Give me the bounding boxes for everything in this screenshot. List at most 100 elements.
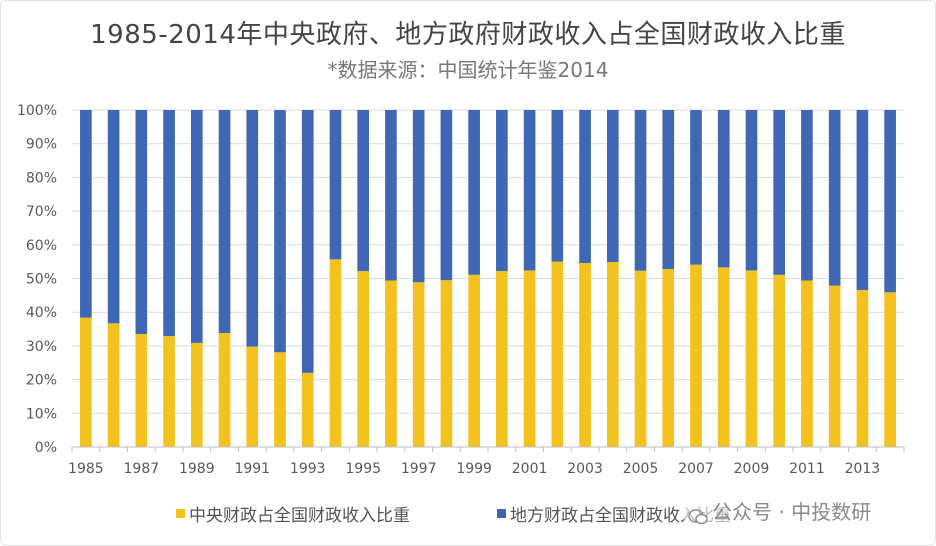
bars (80, 110, 896, 447)
bar-local-2004 (606, 110, 619, 262)
y-tick-label: 90% (26, 137, 57, 153)
legend-label-central: 中央财政占全国财政收入比重 (189, 506, 410, 526)
bar-central-2013 (856, 289, 869, 447)
y-tick-label: 80% (26, 170, 57, 186)
x-tick-label: 2009 (734, 461, 770, 477)
chart-title: 1985-2014年中央政府、地方政府财政收入占全国财政收入比重 (90, 20, 846, 50)
watermark: 公众号 · 中投数研 (684, 496, 876, 525)
bar-local-1986 (107, 110, 120, 324)
bar-central-2003 (579, 262, 591, 447)
bar-local-1998 (440, 110, 453, 281)
bar-local-2000 (496, 110, 508, 272)
bar-central-1997 (412, 282, 425, 447)
bar-local-2014 (884, 110, 896, 293)
bar-central-1990 (218, 333, 231, 447)
y-tick-label: 20% (26, 373, 57, 389)
bar-local-2009 (745, 110, 758, 271)
bar-central-1986 (107, 323, 120, 447)
x-tick-label: 2013 (845, 461, 881, 477)
bar-central-1992 (274, 352, 286, 447)
bar-central-2006 (662, 269, 675, 447)
bar-local-2006 (662, 110, 675, 270)
watermark-text: 公众号 · 中投数研 (712, 500, 872, 524)
bar-local-1991 (246, 110, 259, 347)
bar-central-1985 (80, 317, 92, 447)
bar-local-2011 (801, 110, 813, 281)
bar-local-2007 (690, 110, 702, 265)
bar-local-2003 (579, 110, 591, 263)
y-axis-tick-labels: 0% 10% 20% 30% 40% 50% 60% 70% 80% 90% 100% (17, 103, 57, 456)
bar-local-1994 (329, 110, 342, 260)
legend-swatch-local (497, 509, 506, 518)
y-tick-label: 70% (26, 204, 57, 220)
x-tick-label: 1999 (456, 461, 492, 477)
bar-local-2008 (717, 110, 730, 268)
bar-central-1998 (440, 280, 453, 447)
x-tick-label: 1987 (124, 461, 160, 477)
bar-central-1994 (329, 259, 342, 447)
bar-local-1985 (80, 110, 92, 318)
bar-local-2010 (773, 110, 786, 275)
y-tick-label: 60% (26, 238, 57, 254)
legend-item-local: 地方财政占全国财政收入比重 (497, 501, 731, 526)
bar-central-2001 (523, 270, 536, 447)
bar-local-1993 (301, 110, 314, 373)
bar-local-2002 (551, 110, 564, 262)
bar-central-1996 (385, 280, 397, 447)
bar-central-2000 (496, 271, 508, 447)
y-tick-label: 40% (26, 305, 57, 321)
bar-local-1990 (218, 110, 231, 334)
bar-local-2012 (828, 110, 841, 286)
bar-local-1988 (163, 110, 175, 337)
bar-central-1995 (357, 271, 370, 447)
bar-central-1993 (301, 372, 314, 447)
bar-central-1999 (468, 274, 480, 447)
x-tick-label: 2007 (678, 461, 714, 477)
bar-local-1989 (190, 110, 203, 343)
x-tick-label: 1985 (68, 461, 104, 477)
x-tick-label: 1989 (179, 461, 215, 477)
x-tick-label: 1997 (401, 461, 437, 477)
bar-central-2010 (773, 274, 786, 447)
legend-swatch-central (176, 509, 185, 518)
bar-local-1992 (274, 110, 286, 353)
x-tick-label: 2003 (567, 461, 603, 477)
x-tick-label: 2011 (789, 461, 825, 477)
bar-central-2011 (801, 280, 813, 447)
y-tick-label: 0% (35, 440, 57, 456)
x-tick-label: 1995 (345, 461, 381, 477)
bar-local-1995 (357, 110, 370, 272)
y-tick-label: 50% (26, 272, 57, 288)
chart-subtitle: *数据来源：中国统计年鉴2014 (327, 58, 609, 82)
x-tick-label: 2001 (512, 461, 548, 477)
y-tick-label: 30% (26, 339, 57, 355)
y-tick-label: 10% (26, 406, 57, 422)
y-tick-label: 100% (17, 103, 57, 119)
bar-local-1987 (135, 110, 148, 335)
bar-local-1996 (385, 110, 397, 281)
legend-label-local: 地方财政占全国财政收入比重 (510, 506, 731, 526)
bar-central-2004 (606, 261, 619, 447)
bar-local-2001 (523, 110, 536, 271)
bar-central-1987 (135, 334, 148, 447)
bar-central-2012 (828, 285, 841, 447)
x-axis-tick-labels: 1985 1987 1989 1991 1993 1995 1997 1999 2001 2003… (68, 461, 880, 477)
bar-central-2007 (690, 264, 702, 447)
bar-local-1997 (412, 110, 425, 283)
bar-central-2002 (551, 261, 564, 447)
x-axis (71, 446, 905, 452)
bar-central-1991 (246, 346, 259, 447)
x-tick-label: 2005 (623, 461, 659, 477)
bar-central-1988 (163, 336, 175, 447)
bar-central-2009 (745, 270, 758, 447)
bar-local-1999 (468, 110, 480, 275)
legend-item-central: 中央财政占全国财政收入比重 (176, 501, 410, 526)
bar-central-2008 (717, 267, 730, 447)
bar-central-2005 (634, 270, 647, 447)
bar-local-2013 (856, 110, 869, 290)
x-tick-label: 1991 (234, 461, 270, 477)
bar-central-2014 (884, 292, 896, 447)
wechat-icon (688, 506, 708, 524)
bar-central-1989 (190, 342, 203, 447)
